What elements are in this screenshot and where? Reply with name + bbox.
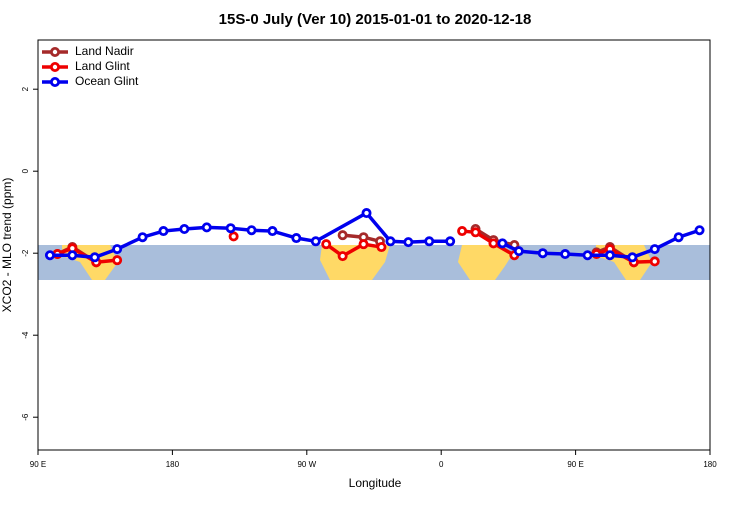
point	[310, 236, 321, 247]
point	[228, 231, 239, 242]
point	[44, 250, 55, 261]
y-tick-label: -2	[21, 249, 30, 257]
point	[358, 239, 369, 250]
legend-marker	[50, 77, 61, 88]
legend-label: Ocean Glint	[75, 74, 139, 88]
y-tick-label: -4	[21, 331, 30, 339]
y-axis-label: XCO2 - MLO trend (ppm)	[0, 178, 14, 313]
x-tick-label: 180	[166, 460, 180, 469]
point	[513, 246, 524, 257]
point	[137, 232, 148, 243]
x-tick-label: 90 E	[30, 460, 46, 469]
y-tick-label: -6	[21, 413, 30, 421]
point	[89, 252, 100, 263]
point	[537, 248, 548, 259]
point	[582, 250, 593, 261]
point	[246, 225, 257, 236]
land	[458, 245, 512, 280]
point	[267, 226, 278, 237]
point	[488, 238, 499, 249]
point	[112, 244, 123, 255]
point	[497, 238, 508, 249]
point	[337, 251, 348, 262]
point	[179, 224, 190, 235]
chart-title: 15S-0 July (Ver 10) 2015-01-01 to 2020-1…	[219, 11, 532, 28]
point	[560, 249, 571, 260]
plot-frame	[37, 39, 711, 451]
point	[291, 233, 302, 244]
y-tick-label: 2	[21, 86, 30, 91]
point	[470, 227, 481, 238]
x-tick-label: 180	[703, 460, 717, 469]
point	[424, 236, 435, 247]
point	[649, 256, 660, 267]
point	[445, 236, 456, 247]
point	[361, 208, 372, 219]
point	[112, 255, 123, 266]
point	[627, 252, 638, 263]
point	[649, 244, 660, 255]
point	[694, 225, 705, 236]
legend-marker	[50, 62, 61, 73]
point	[403, 237, 414, 248]
point	[201, 222, 212, 233]
x-tick-label: 90 W	[297, 460, 316, 469]
point	[158, 226, 169, 237]
point	[457, 226, 468, 237]
point	[67, 250, 78, 261]
point	[673, 232, 684, 243]
x-tick-label: 0	[439, 460, 444, 469]
point	[385, 236, 396, 247]
point	[376, 242, 387, 253]
legend-marker	[50, 47, 61, 58]
legend-label: Land Glint	[75, 59, 130, 73]
legend-label: Land Nadir	[75, 44, 134, 58]
x-axis-label: Longitude	[349, 476, 402, 490]
x-tick-label: 90 E	[567, 460, 583, 469]
point	[225, 223, 236, 234]
y-tick-label: 0	[21, 168, 30, 173]
point	[604, 250, 615, 261]
point	[321, 239, 332, 250]
point	[337, 230, 348, 241]
